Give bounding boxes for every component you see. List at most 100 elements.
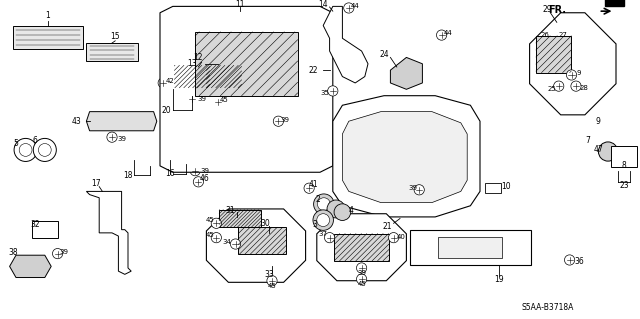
Circle shape xyxy=(107,132,117,142)
Bar xyxy=(219,210,261,227)
Text: 7: 7 xyxy=(585,136,590,145)
Text: 39: 39 xyxy=(357,270,366,276)
Text: 45: 45 xyxy=(357,281,366,287)
Text: 39: 39 xyxy=(197,96,206,102)
Circle shape xyxy=(190,166,200,176)
Bar xyxy=(238,227,287,255)
Polygon shape xyxy=(333,96,480,217)
Circle shape xyxy=(38,144,51,156)
Polygon shape xyxy=(342,112,467,203)
Bar xyxy=(536,36,572,73)
Circle shape xyxy=(571,81,581,91)
Polygon shape xyxy=(390,57,422,89)
Text: 47: 47 xyxy=(593,145,604,154)
Text: 39: 39 xyxy=(200,168,209,174)
Text: 45: 45 xyxy=(205,233,214,238)
Text: S5AA-B3718A: S5AA-B3718A xyxy=(521,303,573,312)
Text: 43: 43 xyxy=(72,117,82,126)
Text: 18: 18 xyxy=(124,171,132,180)
Circle shape xyxy=(344,3,354,13)
Text: 33: 33 xyxy=(264,270,274,279)
Circle shape xyxy=(273,116,284,126)
Circle shape xyxy=(564,255,575,265)
Circle shape xyxy=(334,204,351,220)
Text: 27: 27 xyxy=(559,32,568,38)
Circle shape xyxy=(324,233,335,243)
Text: 38: 38 xyxy=(8,248,18,256)
Text: 42: 42 xyxy=(165,78,174,84)
Bar xyxy=(195,32,298,96)
Circle shape xyxy=(211,218,221,228)
Bar xyxy=(174,65,210,88)
Circle shape xyxy=(14,138,37,161)
Bar xyxy=(32,221,58,238)
Text: 16: 16 xyxy=(164,169,175,178)
Circle shape xyxy=(554,81,564,91)
Circle shape xyxy=(19,144,32,156)
Circle shape xyxy=(414,185,424,195)
Text: 5: 5 xyxy=(13,139,19,148)
Text: 35: 35 xyxy=(321,90,330,95)
Polygon shape xyxy=(86,43,138,61)
Polygon shape xyxy=(160,6,333,172)
Text: 3: 3 xyxy=(312,220,317,229)
Text: 31: 31 xyxy=(225,206,236,215)
Circle shape xyxy=(193,177,204,187)
Text: 39: 39 xyxy=(117,136,126,142)
Text: 20: 20 xyxy=(161,106,172,115)
Text: 1: 1 xyxy=(45,11,51,20)
Text: 23: 23 xyxy=(619,181,629,189)
Polygon shape xyxy=(10,255,51,278)
Circle shape xyxy=(187,94,197,104)
Polygon shape xyxy=(323,6,368,83)
Bar xyxy=(485,183,501,193)
Polygon shape xyxy=(317,214,406,281)
Text: 39: 39 xyxy=(408,185,417,191)
Text: 41: 41 xyxy=(308,180,319,189)
Bar xyxy=(334,234,388,261)
Polygon shape xyxy=(410,230,531,265)
Text: 25: 25 xyxy=(548,86,557,92)
Circle shape xyxy=(566,70,577,80)
Circle shape xyxy=(356,274,367,284)
Text: 8: 8 xyxy=(621,161,627,170)
Text: 28: 28 xyxy=(580,85,589,91)
Bar xyxy=(438,237,502,258)
Text: 12: 12 xyxy=(194,53,203,62)
Circle shape xyxy=(598,142,618,161)
Circle shape xyxy=(230,239,241,249)
Circle shape xyxy=(388,233,399,243)
Text: 39: 39 xyxy=(280,117,289,122)
Text: 10: 10 xyxy=(500,182,511,191)
Text: 40: 40 xyxy=(397,234,406,240)
Text: 30: 30 xyxy=(260,219,271,228)
Text: 2: 2 xyxy=(315,195,320,204)
Text: 22: 22 xyxy=(309,66,318,75)
Circle shape xyxy=(327,200,345,218)
Text: 46: 46 xyxy=(200,174,210,182)
Bar xyxy=(605,0,624,6)
Text: 9: 9 xyxy=(577,70,582,76)
Bar xyxy=(611,146,637,167)
Circle shape xyxy=(267,276,277,286)
Circle shape xyxy=(211,233,221,243)
Polygon shape xyxy=(86,112,157,131)
Circle shape xyxy=(304,183,314,193)
Text: 9: 9 xyxy=(596,117,601,126)
Text: 13: 13 xyxy=(187,59,197,68)
Polygon shape xyxy=(13,26,83,49)
Text: 6: 6 xyxy=(33,136,38,145)
Polygon shape xyxy=(86,191,131,274)
Polygon shape xyxy=(529,13,616,115)
Circle shape xyxy=(212,97,223,107)
Text: 36: 36 xyxy=(574,257,584,266)
Text: 14: 14 xyxy=(318,0,328,9)
Circle shape xyxy=(328,86,338,96)
Circle shape xyxy=(317,198,330,211)
Text: 34: 34 xyxy=(223,239,232,245)
Text: 4: 4 xyxy=(348,206,353,215)
Text: 45: 45 xyxy=(268,283,276,288)
Text: FR.: FR. xyxy=(548,4,566,15)
Text: 24: 24 xyxy=(379,50,389,59)
Text: 45: 45 xyxy=(220,98,228,103)
